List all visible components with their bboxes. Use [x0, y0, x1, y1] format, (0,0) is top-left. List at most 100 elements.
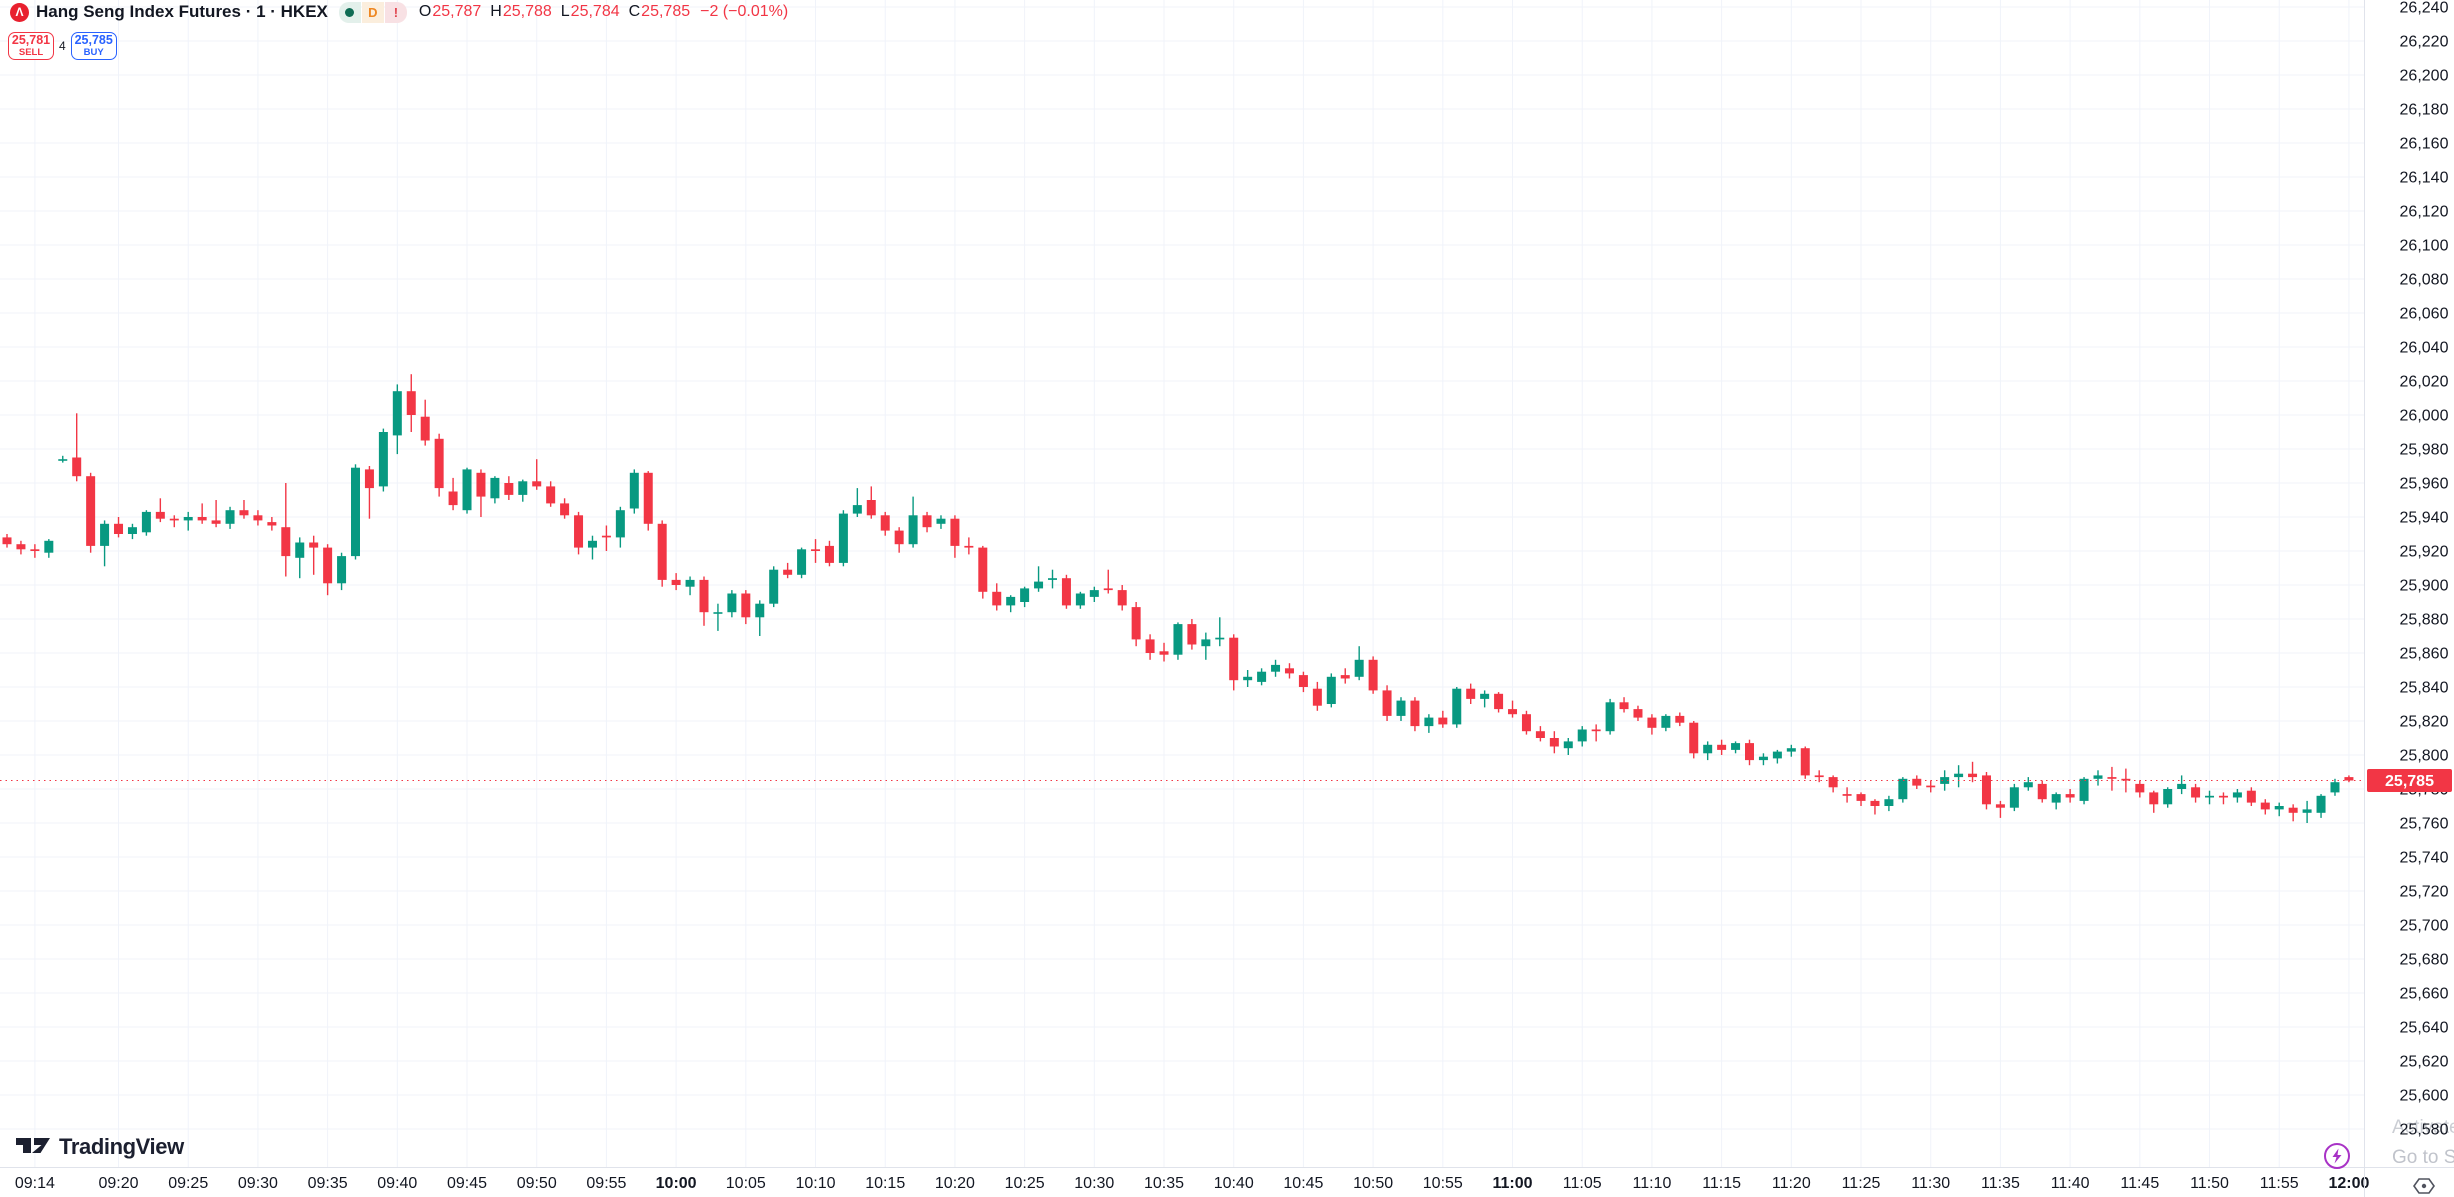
candle[interactable] [448, 477, 458, 511]
candle[interactable] [560, 498, 570, 519]
candle[interactable] [1187, 619, 1197, 650]
candle[interactable] [1954, 765, 1964, 788]
candle[interactable] [1800, 746, 1810, 779]
candle[interactable] [811, 539, 821, 563]
candle[interactable] [1131, 602, 1141, 647]
candle[interactable] [86, 472, 96, 553]
candle[interactable] [797, 547, 807, 579]
candle[interactable] [1995, 800, 2005, 818]
candle[interactable] [281, 483, 291, 577]
candle[interactable] [936, 515, 946, 529]
candle[interactable] [1284, 663, 1294, 679]
candle[interactable] [1243, 670, 1253, 687]
candle[interactable] [1145, 634, 1155, 660]
candle[interactable] [908, 496, 918, 548]
candle[interactable] [1703, 741, 1713, 761]
candle[interactable] [671, 573, 681, 591]
candle[interactable] [1298, 671, 1308, 693]
candle[interactable] [2121, 768, 2131, 793]
candle[interactable] [2107, 766, 2117, 791]
candle[interactable] [1103, 569, 1113, 594]
candle[interactable] [30, 544, 40, 558]
candle[interactable] [755, 600, 765, 636]
candle[interactable] [1117, 585, 1127, 611]
candle[interactable] [685, 576, 695, 596]
candle[interactable] [1549, 731, 1559, 754]
candle[interactable] [1215, 617, 1225, 647]
candle[interactable] [1480, 690, 1490, 708]
candle[interactable] [141, 510, 151, 536]
candle[interactable] [100, 520, 110, 567]
candle[interactable] [643, 471, 653, 531]
candle[interactable] [2065, 789, 2075, 803]
candle[interactable] [239, 500, 249, 519]
candle[interactable] [629, 469, 639, 514]
candle[interactable] [1508, 700, 1518, 718]
candle[interactable] [44, 539, 54, 558]
candle[interactable] [866, 486, 876, 519]
candle[interactable] [1006, 595, 1016, 613]
candle[interactable] [1912, 775, 1922, 789]
candle[interactable] [574, 511, 584, 555]
candle[interactable] [1856, 792, 1866, 806]
candle[interactable] [169, 515, 179, 528]
candle[interactable] [1368, 656, 1378, 694]
candle[interactable] [1689, 721, 1699, 759]
candle[interactable] [727, 590, 737, 618]
candle[interactable] [1424, 714, 1434, 733]
candle[interactable] [1968, 761, 1978, 783]
candle[interactable] [1563, 738, 1573, 755]
candle[interactable] [476, 469, 486, 517]
candle[interactable] [1633, 705, 1643, 721]
delayed-data-chip[interactable]: D [361, 1, 384, 23]
candle[interactable] [978, 545, 988, 599]
candle[interactable] [546, 481, 556, 507]
candle[interactable] [420, 399, 430, 446]
candle[interactable] [1173, 622, 1183, 660]
market-open-chip[interactable] [338, 1, 361, 23]
candle[interactable] [922, 511, 932, 533]
candle[interactable] [504, 476, 514, 500]
candle[interactable] [1619, 697, 1629, 713]
candle[interactable] [1075, 591, 1085, 609]
candle[interactable] [1870, 799, 1880, 815]
candle[interactable] [1340, 668, 1350, 684]
candle[interactable] [824, 540, 834, 567]
candle[interactable] [1884, 795, 1894, 812]
candle[interactable] [462, 467, 472, 514]
candle[interactable] [2232, 789, 2242, 803]
candle[interactable] [1271, 659, 1281, 677]
candle[interactable] [1089, 586, 1099, 602]
candle[interactable] [1814, 770, 1824, 783]
candle[interactable] [2330, 778, 2340, 796]
buy-button[interactable]: 25,785 BUY [70, 32, 117, 60]
candle[interactable] [2302, 800, 2312, 823]
candle[interactable] [337, 552, 347, 591]
candle[interactable] [2163, 787, 2173, 808]
candle[interactable] [1786, 744, 1796, 757]
candle[interactable] [2218, 792, 2228, 805]
instant-trading-button[interactable] [2322, 1141, 2352, 1176]
candle[interactable] [1048, 569, 1057, 589]
candle[interactable] [155, 498, 165, 523]
sell-button[interactable]: 25,781 SELL [8, 32, 54, 60]
candle[interactable] [2191, 783, 2201, 803]
candle[interactable] [1257, 668, 1267, 686]
candle[interactable] [1940, 770, 1950, 791]
candle[interactable] [1034, 566, 1044, 592]
candle[interactable] [197, 503, 207, 524]
candle[interactable] [434, 433, 444, 497]
candle[interactable] [741, 590, 751, 625]
candle[interactable] [1229, 634, 1239, 691]
candle[interactable] [2205, 790, 2215, 805]
candle[interactable] [490, 476, 500, 504]
candle[interactable] [657, 520, 667, 587]
candle[interactable] [1382, 685, 1392, 721]
candle[interactable] [1201, 632, 1211, 660]
candle[interactable] [225, 506, 235, 529]
candle[interactable] [1061, 574, 1071, 609]
candle[interactable] [1675, 712, 1685, 727]
candle[interactable] [183, 511, 193, 531]
candle[interactable] [2274, 802, 2284, 817]
